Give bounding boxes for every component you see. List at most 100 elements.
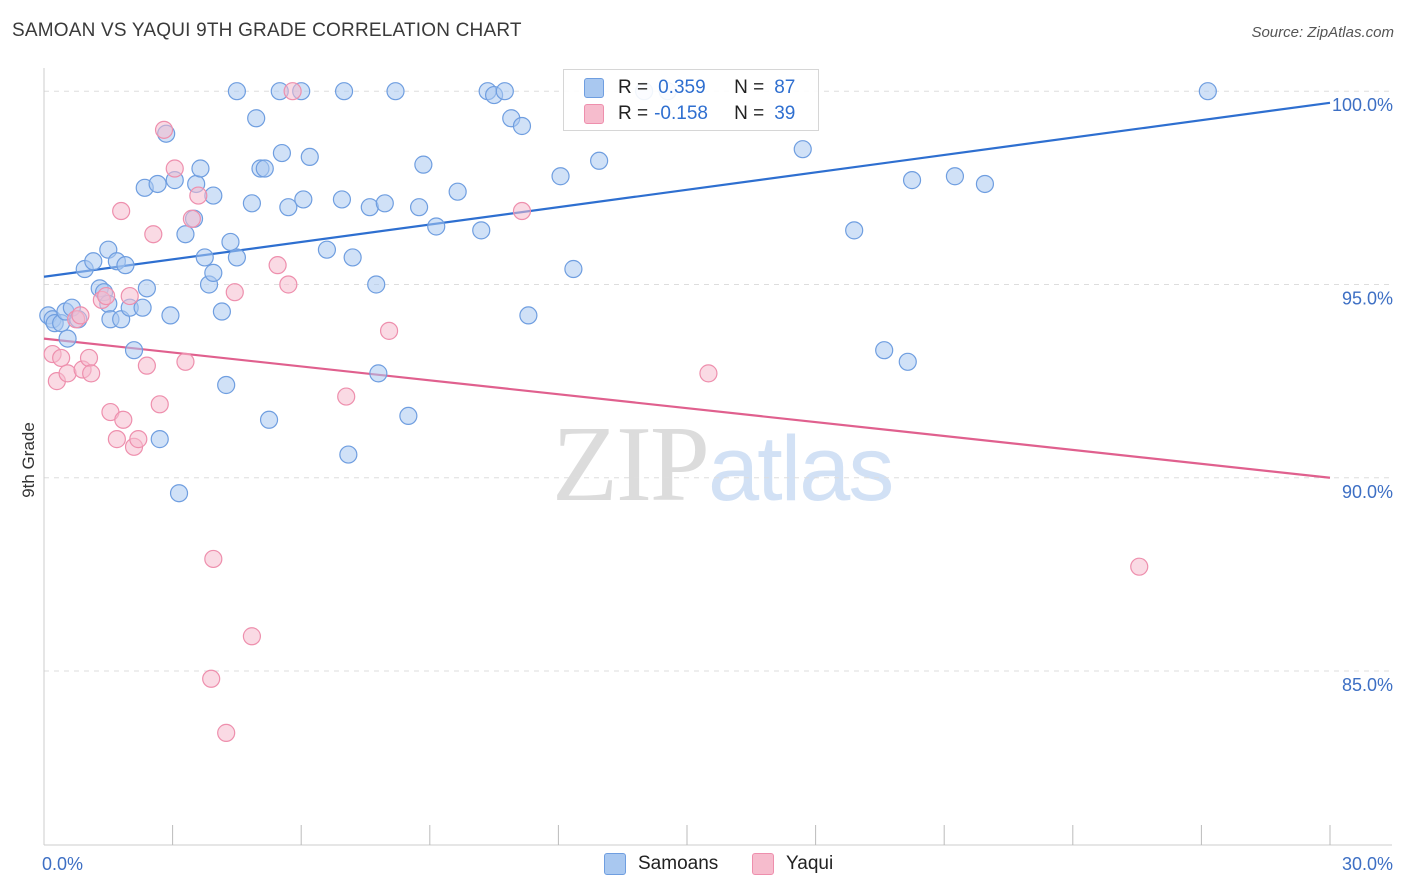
yaqui-point — [165, 159, 184, 178]
yaqui-point — [120, 286, 139, 306]
stats-row-samoans: R = 0.359 N = 87 — [584, 75, 795, 101]
y-tick-label: 90.0% — [1342, 482, 1393, 502]
samoans-point — [369, 364, 388, 383]
yaqui-r-label: R = — [618, 103, 649, 124]
yaqui-point — [1130, 557, 1149, 576]
yaqui-point — [58, 364, 77, 383]
legend-item-yaqui[interactable]: Yaqui — [752, 852, 833, 876]
yaqui-point — [176, 352, 195, 371]
yaqui-point — [82, 364, 101, 383]
samoans-point — [124, 341, 144, 360]
samoans-point — [386, 82, 405, 101]
samoans-point — [339, 445, 358, 464]
samoans-point — [58, 329, 77, 348]
samoans-point — [399, 406, 418, 426]
yaqui-point — [204, 549, 223, 569]
samoans-point — [272, 143, 292, 163]
samoans-point — [195, 248, 214, 267]
yaqui-point — [112, 201, 131, 221]
yaqui-point — [379, 321, 399, 340]
y-axis-title: 9th Grade — [19, 422, 38, 498]
yaqui-point — [150, 395, 169, 414]
samoans-point — [116, 256, 135, 275]
samoans-point — [227, 82, 246, 101]
samoans-point — [898, 352, 917, 371]
samoans-point — [375, 194, 394, 213]
samoans-point — [590, 151, 609, 170]
y-tick-label: 95.0% — [1342, 288, 1393, 308]
samoans-point — [875, 341, 894, 360]
yaqui-point — [189, 186, 208, 205]
samoans-point — [279, 198, 298, 217]
samoans-point — [845, 221, 864, 240]
grid-lines — [44, 90, 1392, 672]
data-points — [39, 82, 1217, 742]
yaqui-r-value: -0.158 — [654, 103, 708, 124]
samoans-point — [551, 167, 570, 186]
stats-box: R = 0.359 N = 87 R = -0.158 N = 39 — [563, 69, 819, 131]
samoans-swatch — [584, 78, 604, 98]
yaqui-point — [129, 430, 148, 449]
yaqui-point — [225, 283, 244, 302]
yaqui-point — [107, 430, 126, 449]
samoans-point — [1198, 82, 1217, 101]
legend-yaqui-label: Yaqui — [786, 853, 834, 874]
samoans-point — [448, 182, 467, 201]
yaqui-n-value: 39 — [774, 103, 796, 124]
samoans-point — [294, 190, 313, 209]
legend-samoans-swatch — [604, 853, 626, 875]
samoans-point — [204, 263, 223, 282]
samoans-point — [343, 248, 362, 267]
axes — [43, 68, 1392, 846]
samoans-point — [332, 190, 352, 209]
yaqui-point — [97, 286, 116, 306]
yaqui-point — [79, 348, 99, 368]
y-tick-label: 100.0% — [1332, 95, 1393, 115]
yaqui-n-label: N = — [734, 103, 765, 124]
samoans-point — [472, 221, 491, 240]
legend-yaqui-swatch — [752, 853, 774, 875]
source-label: Source: ZipAtlas.com — [1251, 24, 1394, 41]
samoans-point — [427, 217, 446, 236]
samoans-point — [317, 240, 337, 259]
samoans-r-label: R = — [618, 77, 649, 98]
samoans-point — [161, 306, 180, 325]
yaqui-point — [512, 201, 532, 221]
samoans-point — [793, 140, 812, 159]
samoans-point — [169, 484, 189, 503]
y-tick-label: 85.0% — [1342, 675, 1393, 695]
samoans-point — [975, 174, 995, 194]
yaqui-point — [279, 275, 298, 294]
samoans-point — [409, 198, 429, 217]
samoans-point — [133, 298, 152, 317]
samoans-n-value: 87 — [774, 77, 796, 98]
yaqui-point — [217, 723, 236, 742]
yaqui-trend-line — [43, 337, 1331, 479]
samoans-point — [300, 147, 319, 167]
yaqui-point — [114, 410, 133, 429]
samoans-point — [259, 410, 279, 429]
samoans-point — [217, 375, 236, 395]
yaqui-point — [337, 387, 356, 406]
samoans-point — [945, 167, 965, 186]
yaqui-swatch — [584, 104, 604, 124]
chart-title: SAMOAN VS YAQUI 9TH GRADE CORRELATION CH… — [12, 20, 522, 41]
legend-item-samoans[interactable]: Samoans — [604, 852, 718, 876]
samoans-point — [148, 174, 167, 194]
samoans-point — [84, 252, 103, 271]
yaqui-point — [283, 82, 302, 101]
samoans-trend-line — [43, 101, 1331, 278]
samoans-point — [512, 116, 532, 136]
samoans-point — [495, 82, 514, 101]
samoans-point — [242, 194, 262, 213]
samoans-point — [902, 171, 922, 190]
yaqui-point — [699, 364, 718, 383]
yaqui-point — [182, 209, 201, 228]
x-tick-label: 30.0% — [1342, 854, 1393, 874]
yaqui-point — [154, 120, 174, 139]
yaqui-point — [202, 669, 221, 688]
samoans-point — [137, 279, 156, 298]
trend-lines — [43, 101, 1331, 479]
yaqui-point — [137, 356, 156, 375]
samoans-point — [360, 198, 379, 217]
